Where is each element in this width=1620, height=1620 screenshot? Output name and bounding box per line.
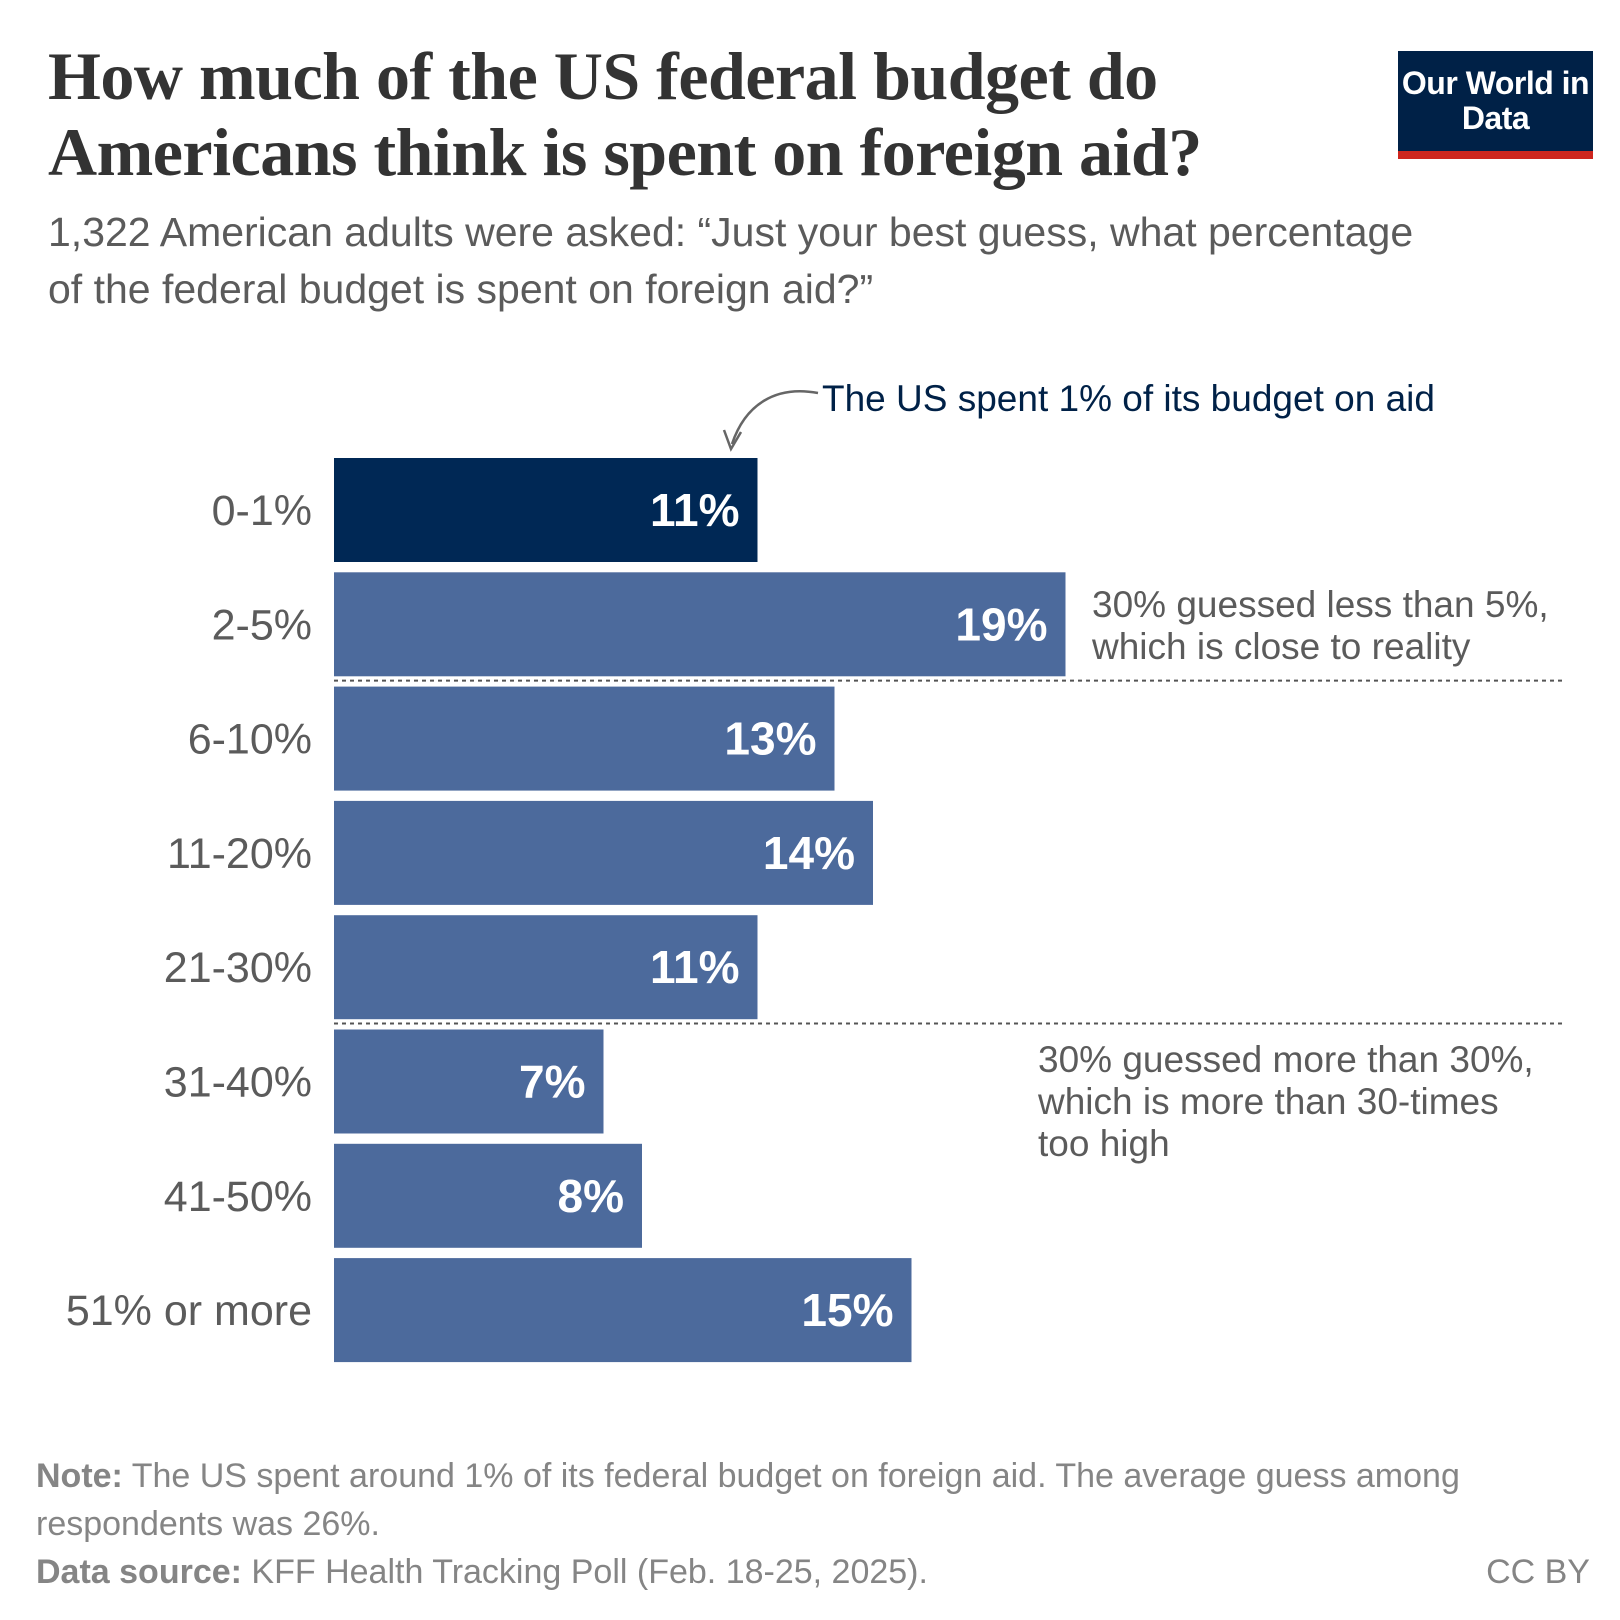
annotation-high: which is more than 30-times	[1037, 1081, 1499, 1122]
note-text: The US spent around 1% of its federal bu…	[36, 1457, 1460, 1543]
bar-2-5%	[334, 572, 1066, 677]
header: How much of the US federal budget do Ame…	[48, 38, 1413, 318]
bar-chart: 0-1% 11% 2-5% 19% 6-10% 13% 11-20% 14% 21-30% 11%…	[66, 378, 1562, 1363]
bar-51% or more	[334, 1258, 912, 1363]
footer: Note: The US spent around 1% of its fede…	[36, 1452, 1590, 1596]
category-label: 0-1%	[212, 487, 312, 535]
category-label: 21-30%	[164, 944, 312, 992]
data-source: Data source: KFF Health Tracking Poll (F…	[36, 1548, 928, 1596]
chart-title: How much of the US federal budget do Ame…	[48, 38, 1202, 190]
category-label: 51% or more	[66, 1287, 312, 1335]
bar-41-50%	[334, 1143, 642, 1248]
logo-text: Our World in Data	[1401, 65, 1590, 136]
annotation-actual: The US spent 1% of its budget on aid	[822, 378, 1435, 419]
bar-0-1%	[334, 458, 758, 562]
source-text: KFF Health Tracking Poll (Feb. 18-25, 20…	[241, 1553, 928, 1591]
owid-logo[interactable]: Our World in Data	[1398, 51, 1593, 159]
arrow-icon	[730, 390, 819, 445]
bar-11-20%	[334, 800, 873, 905]
license[interactable]: CC BY	[1486, 1553, 1590, 1591]
bar-21-30%	[334, 915, 758, 1020]
annotation-high: too high	[1038, 1123, 1170, 1164]
chart-subtitle: 1,322 American adults were asked: “Just …	[48, 209, 1414, 312]
category-label: 6-10%	[188, 716, 312, 764]
category-label: 2-5%	[212, 601, 312, 649]
value-label: 15%	[801, 1284, 893, 1336]
category-label: 11-20%	[167, 830, 312, 878]
source-label: Data source:	[36, 1553, 242, 1591]
bar-6-10%	[334, 686, 835, 791]
note: Note: The US spent around 1% of its fede…	[36, 1452, 1590, 1548]
annotation-low: 30% guessed less than 5%,	[1092, 584, 1549, 625]
annotation-high: 30% guessed more than 30%,	[1038, 1039, 1534, 1080]
value-label: 7%	[519, 1056, 585, 1108]
annotation-low: which is close to reality	[1091, 626, 1471, 667]
value-label: 19%	[955, 598, 1047, 650]
value-label: 11%	[650, 941, 740, 993]
bar-31-40%	[334, 1029, 604, 1134]
value-label: 11%	[650, 484, 740, 536]
note-label: Note:	[36, 1457, 123, 1495]
category-label: 31-40%	[164, 1059, 312, 1107]
value-label: 14%	[763, 827, 855, 879]
category-label: 41-50%	[164, 1173, 312, 1221]
value-label: 13%	[724, 713, 816, 765]
value-label: 8%	[558, 1170, 624, 1222]
source-row: Data source: KFF Health Tracking Poll (F…	[36, 1548, 1590, 1596]
arrowhead-icon	[722, 429, 743, 452]
